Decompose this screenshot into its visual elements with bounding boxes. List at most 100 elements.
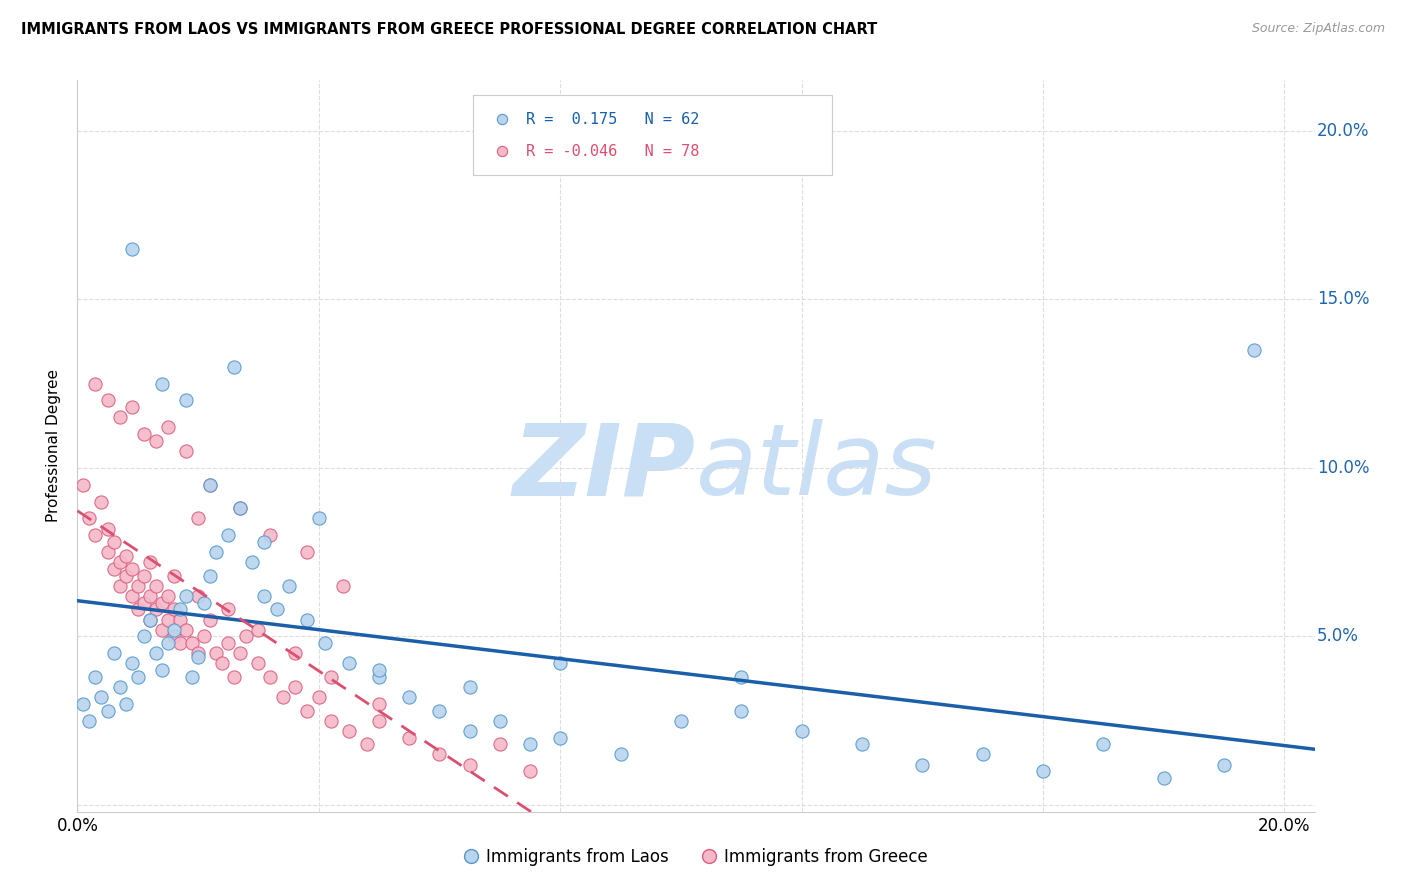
Point [332, 579, 354, 593]
Point [1032, 764, 1054, 779]
Point [145, 579, 167, 593]
Point [1092, 737, 1115, 751]
Point [488, 737, 510, 751]
Point [398, 731, 420, 745]
Point [96, 393, 118, 408]
Point [156, 589, 179, 603]
Point [429, 704, 451, 718]
Point [224, 359, 246, 374]
Point [108, 579, 131, 593]
Point [150, 376, 173, 391]
Point [72, 477, 94, 491]
Text: R = -0.046   N = 78: R = -0.046 N = 78 [526, 144, 700, 159]
Point [139, 613, 162, 627]
Text: 10.0%: 10.0% [1317, 458, 1369, 477]
Point [368, 697, 391, 711]
Point [121, 242, 143, 256]
Point [198, 568, 221, 582]
Point [108, 680, 131, 694]
Point [259, 670, 281, 684]
Point [235, 630, 257, 644]
Point [90, 690, 112, 705]
Point [150, 596, 173, 610]
Point [198, 477, 221, 491]
Point [187, 649, 209, 664]
Point [174, 393, 197, 408]
Point [730, 704, 752, 718]
Point [163, 630, 186, 644]
Point [181, 636, 204, 650]
Point [972, 747, 994, 762]
Point [121, 589, 143, 603]
Point [308, 511, 330, 525]
Point [319, 670, 342, 684]
Point [398, 690, 420, 705]
Point [174, 444, 197, 458]
Point [259, 528, 281, 542]
Text: ZIP: ZIP [513, 419, 696, 516]
Text: Source: ZipAtlas.com: Source: ZipAtlas.com [1251, 22, 1385, 36]
Text: 5.0%: 5.0% [1317, 627, 1360, 646]
Point [156, 420, 179, 434]
Point [229, 646, 252, 660]
Point [368, 670, 391, 684]
Point [368, 714, 391, 728]
Point [253, 589, 276, 603]
Point [1243, 343, 1265, 357]
Point [609, 747, 631, 762]
Point [127, 579, 149, 593]
Point [1153, 771, 1175, 785]
Point [224, 670, 246, 684]
Point [108, 410, 131, 425]
Point [174, 623, 197, 637]
Point [519, 764, 541, 779]
Point [127, 670, 149, 684]
Point [169, 636, 191, 650]
Text: 15.0%: 15.0% [1317, 291, 1369, 309]
Point [205, 646, 228, 660]
Point [198, 477, 221, 491]
Text: R =  0.175   N = 62: R = 0.175 N = 62 [526, 112, 700, 127]
Point [217, 528, 239, 542]
Point [145, 602, 167, 616]
Point [139, 555, 162, 569]
Point [277, 579, 299, 593]
Point [669, 714, 692, 728]
Point [127, 602, 149, 616]
Point [187, 589, 209, 603]
Point [121, 657, 143, 671]
Point [519, 737, 541, 751]
Point [169, 602, 191, 616]
Point [193, 596, 215, 610]
Point [790, 723, 813, 738]
Point [851, 737, 873, 751]
Point [96, 545, 118, 559]
Point [187, 511, 209, 525]
Point [314, 636, 336, 650]
Point [121, 401, 143, 415]
Point [163, 602, 186, 616]
FancyBboxPatch shape [474, 95, 832, 176]
Point [1213, 757, 1236, 772]
Point [229, 501, 252, 516]
Point [103, 535, 125, 549]
Point [211, 657, 233, 671]
Point [217, 636, 239, 650]
Point [132, 427, 155, 442]
Point [156, 636, 179, 650]
Point [458, 757, 481, 772]
Point [150, 623, 173, 637]
Point [139, 589, 162, 603]
Point [163, 623, 186, 637]
Point [145, 646, 167, 660]
Point [156, 613, 179, 627]
Point [548, 731, 571, 745]
Point [337, 657, 360, 671]
Point [84, 670, 107, 684]
Point [103, 646, 125, 660]
Point [205, 545, 228, 559]
Point [217, 602, 239, 616]
Point [163, 568, 186, 582]
Point [181, 670, 204, 684]
Point [90, 494, 112, 508]
